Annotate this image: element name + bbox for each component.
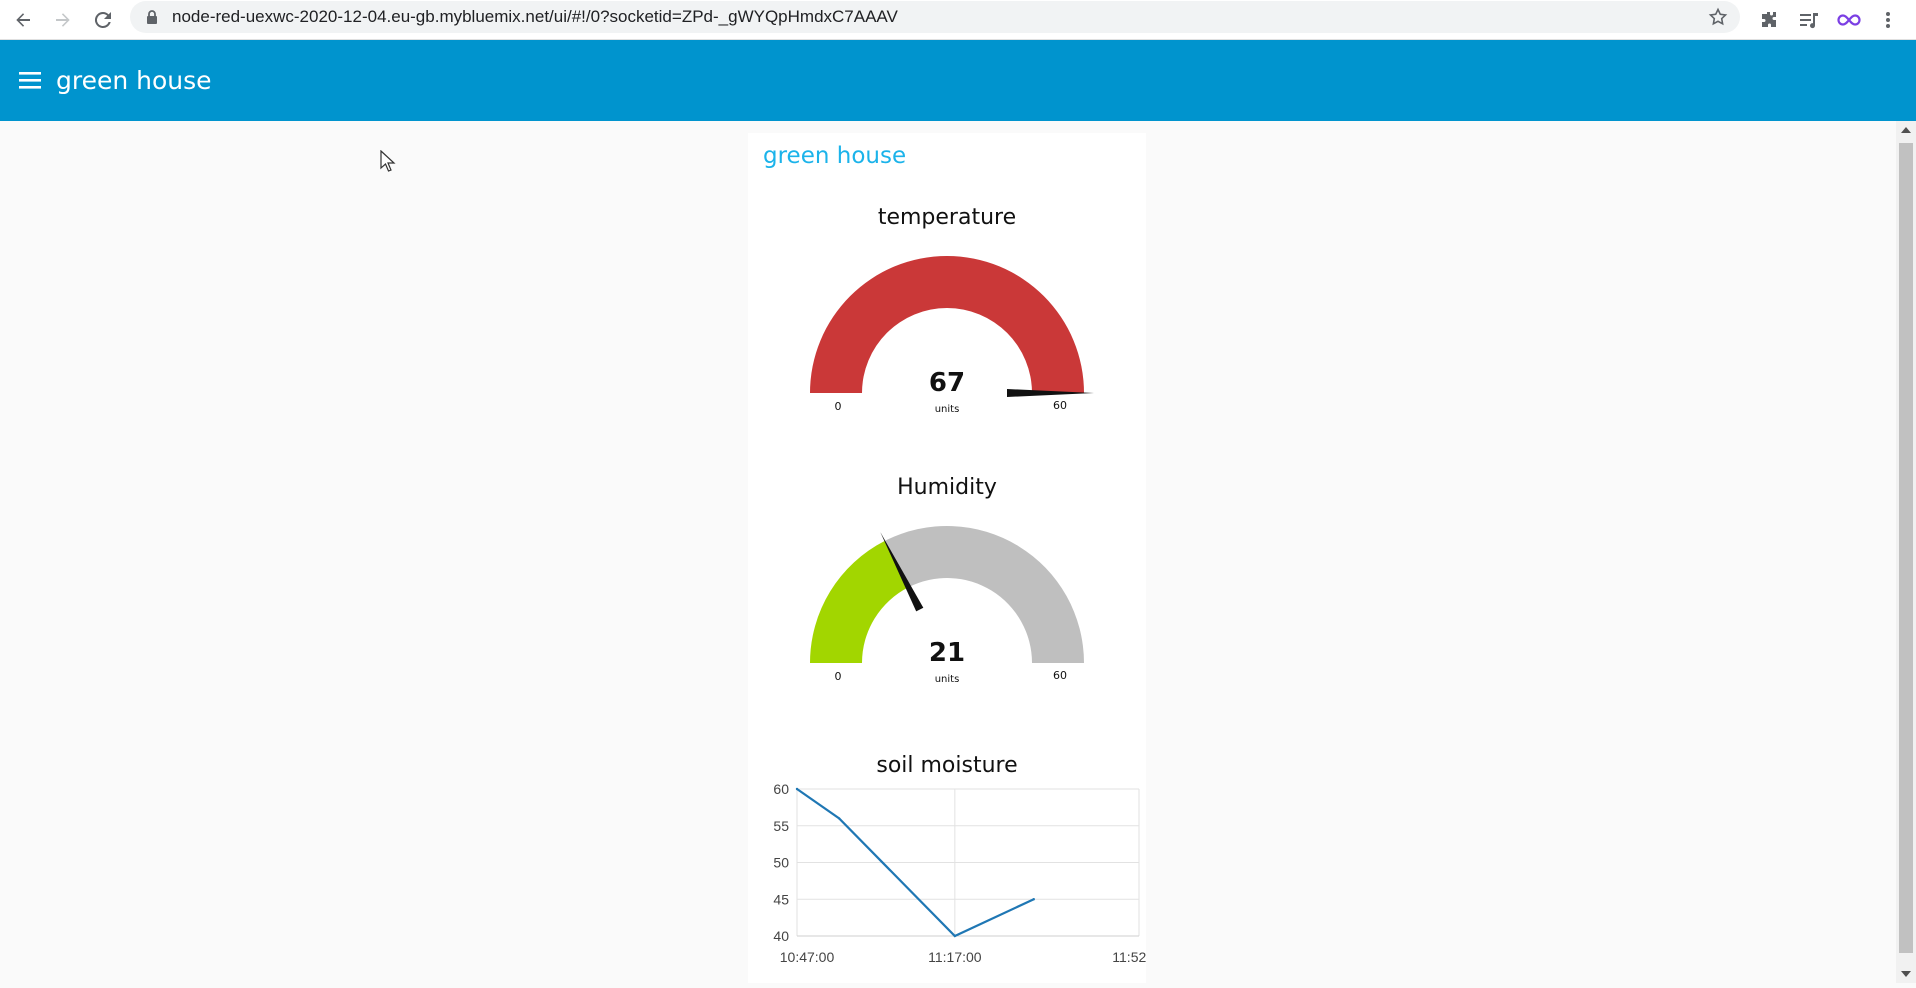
temperature-gauge: 67 units 0 60 <box>810 256 1094 415</box>
data-point <box>837 817 841 820</box>
humidity-gauge-min: 0 <box>835 670 842 683</box>
dashboard-title: green house <box>56 66 212 95</box>
humidity-gauge: 21 units 0 60 <box>810 526 1084 685</box>
y-tick-label: 55 <box>773 818 789 834</box>
humidity-gauge-fill <box>810 540 909 663</box>
soil-moisture-series-line <box>796 788 1035 938</box>
scrollbar-thumb[interactable] <box>1899 143 1913 953</box>
x-tick-label: 10:47:00 <box>780 949 835 965</box>
x-tick-label: 11:17:00 <box>928 949 982 965</box>
dashboard-header: green house <box>0 40 1916 121</box>
lock-icon <box>147 10 157 24</box>
puzzle-icon <box>1762 12 1776 27</box>
back-button[interactable] <box>7 4 39 36</box>
forward-button[interactable] <box>47 4 79 36</box>
bookmark-star-icon[interactable] <box>1708 7 1728 27</box>
extensions-button[interactable] <box>1755 6 1783 34</box>
y-tick-label: 40 <box>773 928 789 944</box>
y-tick-label: 50 <box>773 855 789 871</box>
soil-moisture-chart: 60 55 50 45 40 10:47:00 11:17:00 11:52:00 <box>773 783 1146 965</box>
group-card: green house temperature 67 units 0 60 Humid… <box>748 133 1146 983</box>
back-arrow-icon <box>16 13 30 27</box>
scroll-up-arrow-icon[interactable] <box>1901 127 1911 133</box>
group-title: green house <box>763 143 907 169</box>
extension-infinity-button[interactable] <box>1835 6 1863 34</box>
browser-toolbar: node-red-uexwc-2020-12-04.eu-gb.mybluemi… <box>0 0 1916 40</box>
humidity-gauge-needle <box>880 532 924 612</box>
address-bar[interactable]: node-red-uexwc-2020-12-04.eu-gb.mybluemi… <box>130 1 1740 33</box>
data-point <box>1032 898 1035 901</box>
forward-arrow-icon <box>56 13 70 27</box>
temperature-gauge-needle <box>1007 389 1094 397</box>
soil-moisture-title: soil moisture <box>876 753 1018 778</box>
url-text: node-red-uexwc-2020-12-04.eu-gb.mybluemi… <box>172 7 898 26</box>
reload-icon <box>94 11 111 28</box>
scroll-down-arrow-icon[interactable] <box>1901 971 1911 977</box>
temperature-gauge-min: 0 <box>835 400 842 413</box>
x-tick-label: 11:52:00 <box>1112 949 1146 965</box>
browser-menu-button[interactable] <box>1874 6 1902 34</box>
temperature-title: temperature <box>877 205 1017 230</box>
humidity-gauge-units: units <box>935 674 960 685</box>
temperature-gauge-fill <box>810 256 1084 393</box>
infinity-icon <box>1837 14 1861 26</box>
humidity-title: Humidity <box>897 475 997 500</box>
y-tick-label: 45 <box>773 891 789 907</box>
y-tick-label: 60 <box>773 783 789 797</box>
reload-button[interactable] <box>87 4 119 36</box>
temperature-gauge-units: units <box>935 404 960 415</box>
temperature-gauge-max: 60 <box>1053 399 1067 412</box>
humidity-gauge-track <box>884 526 1084 663</box>
media-button[interactable] <box>1795 6 1823 34</box>
hamburger-menu-icon[interactable] <box>16 68 44 92</box>
humidity-gauge-max: 60 <box>1053 669 1067 682</box>
page-scrollbar[interactable] <box>1896 121 1916 983</box>
playlist-icon <box>1800 13 1818 29</box>
mouse-cursor-icon <box>380 150 396 172</box>
temperature-gauge-value: 67 <box>929 368 965 398</box>
data-point <box>795 787 799 791</box>
humidity-gauge-value: 21 <box>929 638 965 668</box>
kebab-menu-icon <box>1886 12 1890 28</box>
data-point <box>953 934 957 938</box>
